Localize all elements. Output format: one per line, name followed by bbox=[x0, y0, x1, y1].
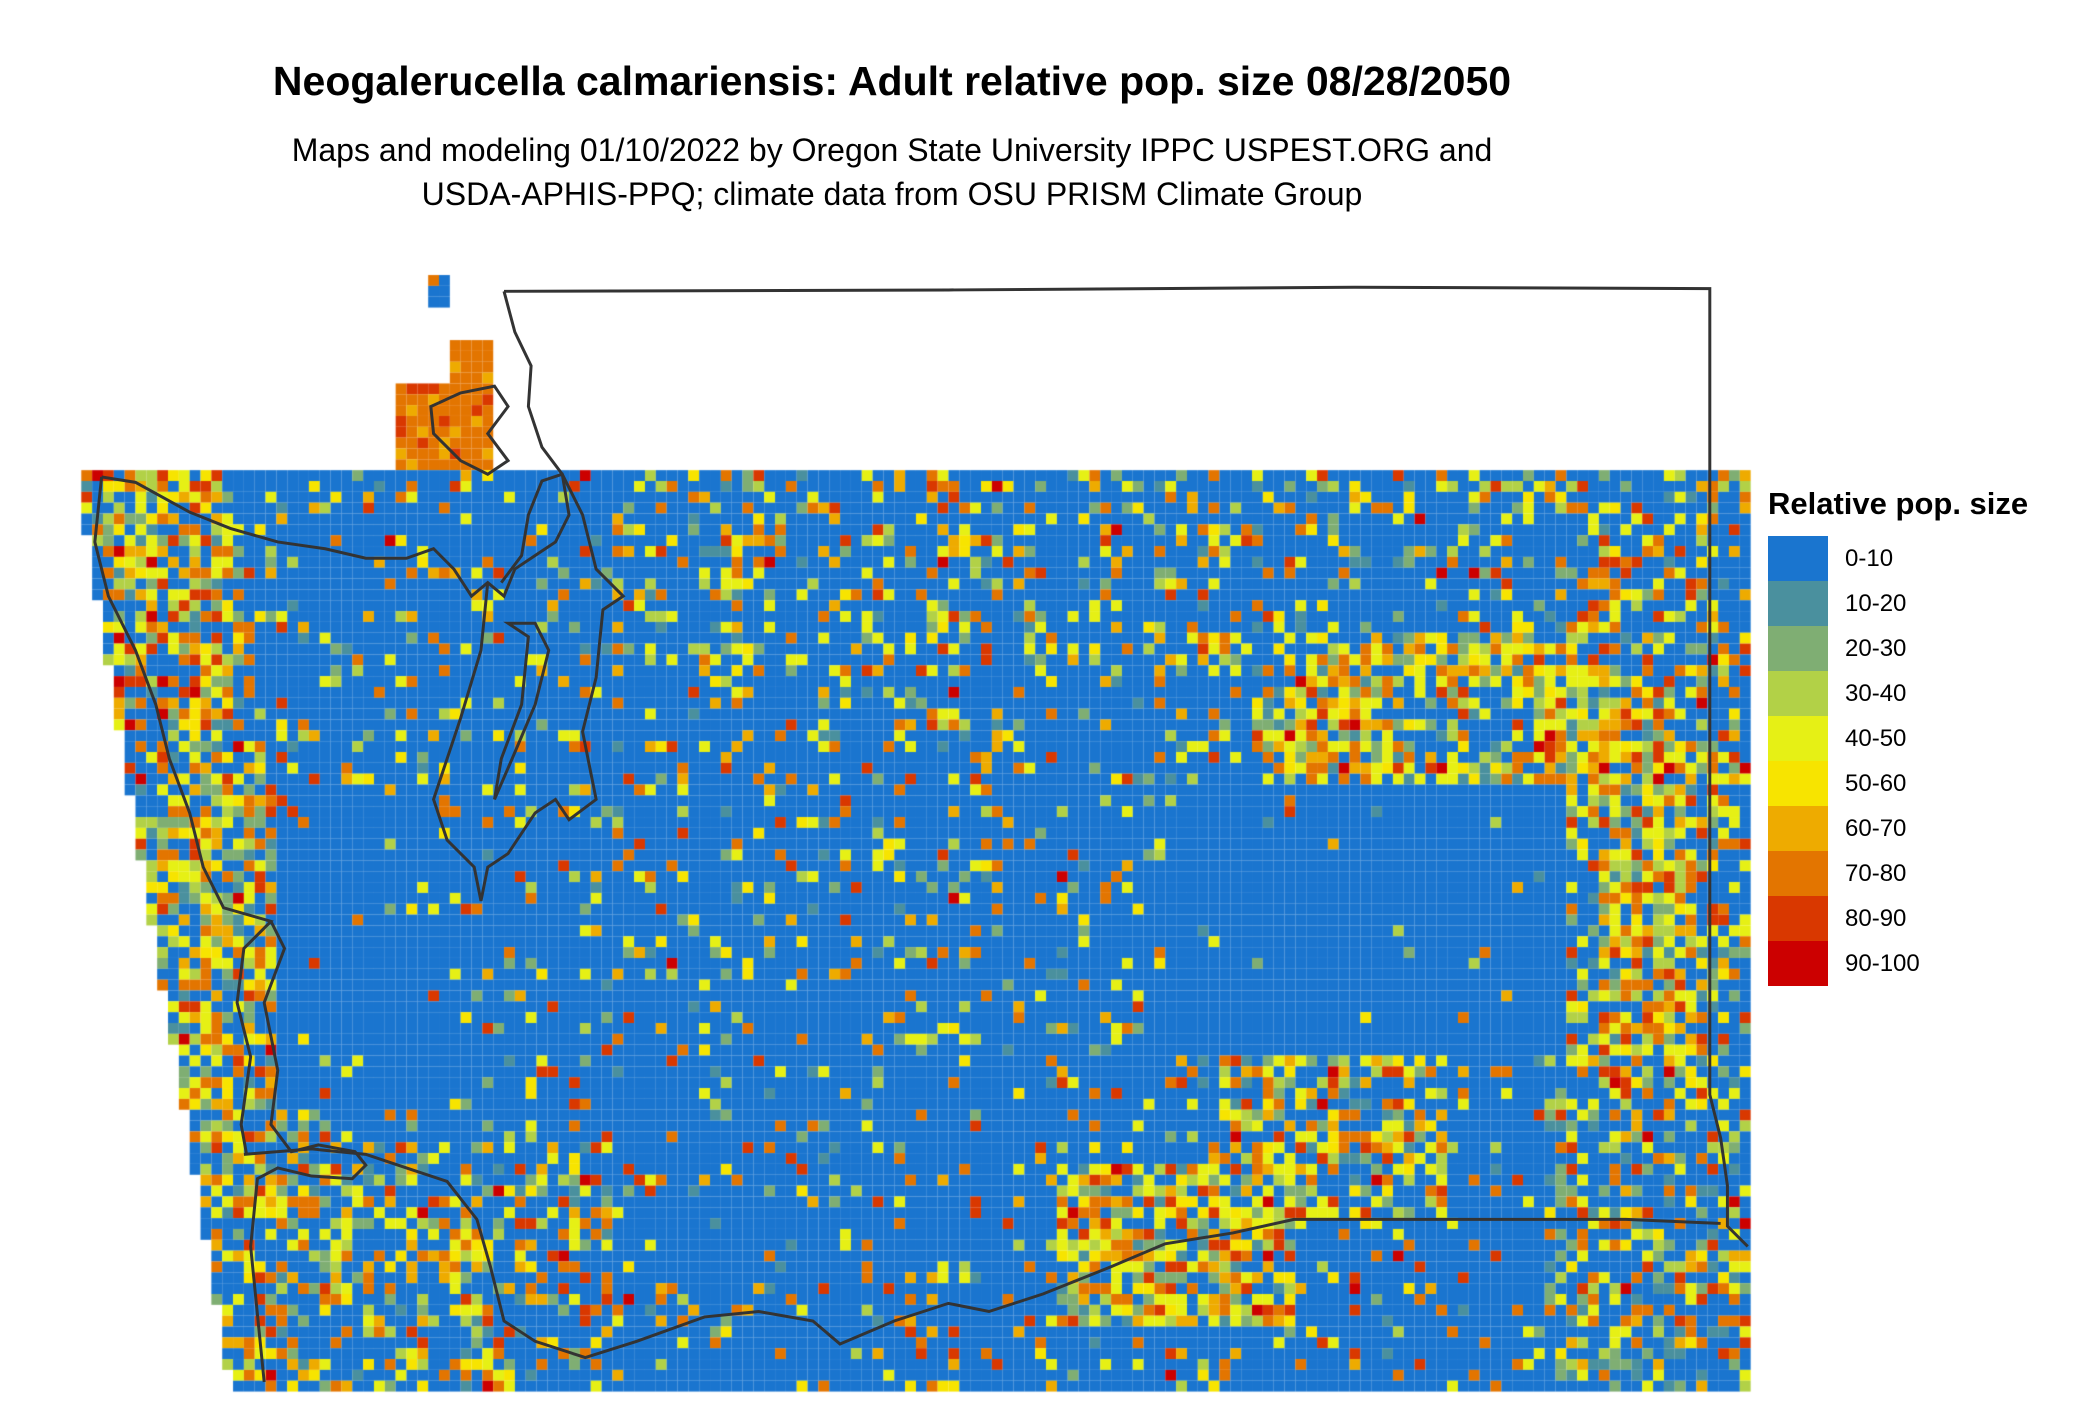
legend-label: 80-90 bbox=[1845, 904, 1907, 932]
legend-label: 30-40 bbox=[1845, 679, 1907, 707]
legend-title: Relative pop. size bbox=[1768, 486, 2029, 521]
legend-item: 90-100 bbox=[1768, 941, 2028, 986]
legend-swatch bbox=[1768, 806, 1828, 851]
legend-item: 60-70 bbox=[1768, 806, 2028, 851]
legend-item: 0-10 bbox=[1768, 536, 2028, 581]
legend-item: 50-60 bbox=[1768, 761, 2028, 806]
legend-swatch bbox=[1768, 716, 1828, 761]
legend-label: 0-10 bbox=[1845, 544, 1894, 572]
legend-swatch bbox=[1768, 626, 1828, 671]
legend-item: 20-30 bbox=[1768, 626, 2028, 671]
legend-label: 40-50 bbox=[1845, 724, 1907, 752]
legend-item: 80-90 bbox=[1768, 896, 2028, 941]
map-subtitle-line-2: USDA-APHIS-PPQ; climate data from OSU PR… bbox=[421, 176, 1363, 212]
columbia-river-border bbox=[243, 1147, 1721, 1360]
legend-item: 70-80 bbox=[1768, 851, 2028, 896]
legend-label: 60-70 bbox=[1845, 814, 1907, 842]
legend-label: 20-30 bbox=[1845, 634, 1907, 662]
legend-item: 30-40 bbox=[1768, 671, 2028, 716]
legend: Relative pop. size 0-10 10-20 20-30 30-40 40… bbox=[1768, 486, 2028, 986]
legend-label: 50-60 bbox=[1845, 769, 1907, 797]
legend-label: 10-20 bbox=[1845, 589, 1907, 617]
map-subtitle-line-1: Maps and modeling 01/10/2022 by Oregon S… bbox=[291, 132, 1493, 168]
legend-swatch bbox=[1768, 896, 1828, 941]
coastline bbox=[93, 290, 571, 1383]
legend-item: 10-20 bbox=[1768, 581, 2028, 626]
legend-swatch bbox=[1768, 941, 1828, 986]
legend-swatch bbox=[1768, 851, 1828, 896]
legend-item: 40-50 bbox=[1768, 716, 2028, 761]
boundary-lines bbox=[93, 285, 1749, 1383]
legend-swatch bbox=[1768, 581, 1828, 626]
state-border bbox=[503, 285, 1749, 1248]
legend-swatch bbox=[1768, 536, 1828, 581]
map-title: Neogalerucella calmariensis: Adult relat… bbox=[272, 58, 1512, 104]
population-raster-map bbox=[0, 260, 2100, 1408]
legend-swatch bbox=[1768, 761, 1828, 806]
legend-label: 90-100 bbox=[1845, 949, 1920, 977]
puget-sound-outline bbox=[429, 384, 626, 902]
legend-label: 70-80 bbox=[1845, 859, 1907, 887]
legend-swatch bbox=[1768, 671, 1828, 716]
